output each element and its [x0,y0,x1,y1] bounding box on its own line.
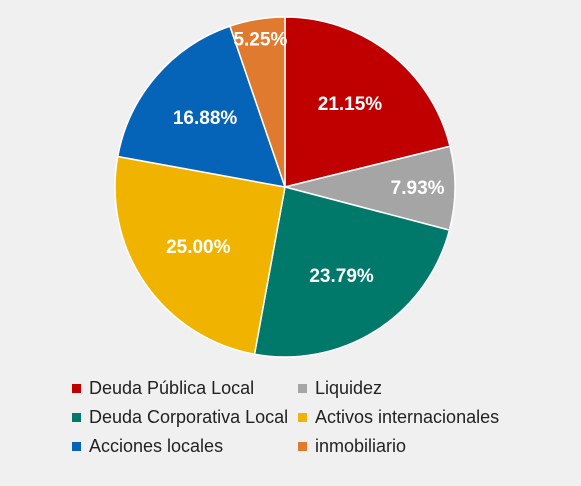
legend-label: Activos internacionales [315,406,500,427]
pie-slice-6 [228,16,286,188]
legend-swatch [72,383,81,393]
slice-data-label: 25.00% [166,237,231,258]
legend-swatch [298,383,307,393]
legend-label: Liquidez [315,377,383,398]
slice-data-label: 21.15% [318,94,383,115]
legend-item: Liquidez [298,376,538,400]
legend-swatch [72,412,81,422]
legend-label: inmobiliario [315,435,407,456]
pie-slice-4 [114,155,286,356]
legend-item: Deuda Pública Local [72,376,298,400]
legend-item: Acciones locales [72,434,298,458]
slice-data-label: 23.79% [309,266,374,287]
slice-data-label: 5.25% [233,29,287,50]
pie-slice-3 [253,186,451,358]
legend-swatch [72,441,81,451]
legend-label: Acciones locales [89,435,224,456]
slice-data-label: 16.88% [173,108,238,129]
legend-swatch [298,441,307,451]
pie-slice-1 [284,16,451,188]
legend-item: inmobiliario [298,434,538,458]
legend-label: Deuda Corporativa Local [89,406,289,427]
legend-swatch [298,412,307,422]
legend-label: Deuda Pública Local [89,377,255,398]
legend-item: Activos internacionales [298,405,538,429]
legend: Deuda Pública Local Liquidez Deuda Corpora… [72,376,538,458]
legend-item: Deuda Corporativa Local [72,405,298,429]
slice-data-label: 7.93% [391,178,445,199]
